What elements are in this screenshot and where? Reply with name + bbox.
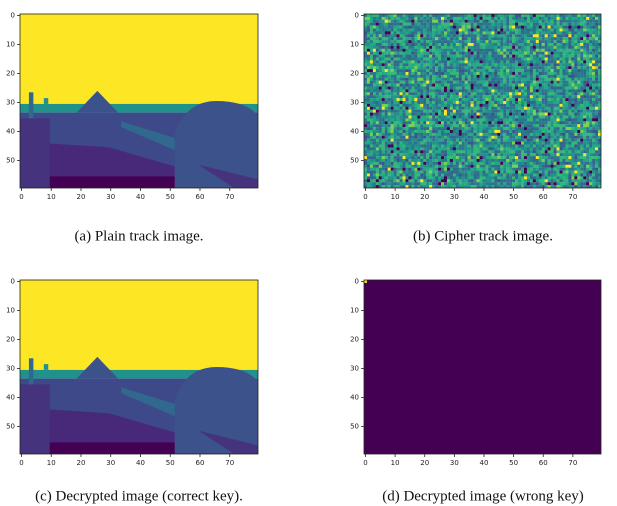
y-tick-label: 20	[6, 335, 15, 343]
panel: 0 10 20 30 40 50 60 70 0 10 20 30 40 50 (a) Plain trac…	[6, 11, 258, 244]
panel: 0 10 20 30 40 50 60 70 0 10 20 30 40 50 (d) Decrypted …	[350, 277, 601, 504]
y-tick-label: 40	[350, 393, 359, 401]
x-tick-label: 70	[568, 459, 577, 467]
caption: (a) Plain track image.	[74, 228, 203, 244]
y-tick-label: 40	[6, 393, 15, 401]
image	[20, 14, 258, 188]
x-tick-label: 40	[136, 193, 145, 201]
caption: (c) Decrypted image (correct key).	[35, 488, 243, 504]
x-tick-label: 70	[568, 193, 577, 201]
x-tick-label: 50	[166, 193, 175, 201]
y-tick-label: 10	[350, 40, 359, 48]
panel: 0 10 20 30 40 50 60 70 0 10 20 30 40 50 (c) Decrypted …	[6, 277, 258, 504]
y-tick-label: 40	[350, 127, 359, 135]
y-tick-label: 20	[350, 69, 359, 77]
x-tick-label: 30	[106, 193, 115, 201]
x-tick-label: 10	[47, 193, 56, 201]
x-tick-label: 20	[77, 193, 86, 201]
x-tick-label: 0	[19, 193, 23, 201]
y-tick-label: 30	[6, 98, 15, 106]
y-tick-label: 50	[350, 422, 359, 430]
x-tick-label: 20	[420, 193, 429, 201]
y-tick-label: 50	[350, 156, 359, 164]
x-tick-label: 0	[19, 459, 23, 467]
y-tick-label: 50	[6, 422, 15, 430]
panel: 0 10 20 30 40 50 60 70 0 10 20 30 40 50 (b) Cipher tra…	[350, 11, 601, 244]
x-tick-label: 50	[509, 193, 518, 201]
caption: (d) Decrypted image (wrong key)	[382, 488, 584, 504]
x-tick-label: 70	[225, 193, 234, 201]
y-tick-label: 30	[350, 98, 359, 106]
x-tick-label: 50	[166, 459, 175, 467]
x-tick-label: 0	[363, 193, 367, 201]
x-tick-label: 60	[196, 459, 205, 467]
x-tick-label: 40	[136, 459, 145, 467]
x-tick-label: 50	[509, 459, 518, 467]
y-tick-label: 10	[6, 306, 15, 314]
image	[364, 14, 601, 188]
y-tick-label: 30	[6, 364, 15, 372]
x-tick-label: 60	[196, 193, 205, 201]
y-tick-label: 20	[350, 335, 359, 343]
y-tick-label: 0	[355, 277, 359, 285]
y-tick-label: 40	[6, 127, 15, 135]
y-tick-label: 50	[6, 156, 15, 164]
y-tick-label: 10	[6, 40, 15, 48]
image	[364, 280, 601, 454]
x-tick-label: 60	[539, 193, 548, 201]
x-tick-label: 30	[450, 459, 459, 467]
y-tick-label: 0	[11, 11, 15, 19]
x-tick-label: 10	[47, 459, 56, 467]
x-tick-label: 0	[363, 459, 367, 467]
caption: (b) Cipher track image.	[413, 228, 553, 244]
y-tick-label: 30	[350, 364, 359, 372]
y-tick-label: 0	[11, 277, 15, 285]
x-tick-label: 40	[480, 459, 489, 467]
x-tick-label: 70	[225, 459, 234, 467]
y-tick-label: 20	[6, 69, 15, 77]
x-tick-label: 30	[106, 459, 115, 467]
x-tick-label: 30	[450, 193, 459, 201]
x-tick-label: 20	[420, 459, 429, 467]
x-tick-label: 20	[77, 459, 86, 467]
x-tick-label: 60	[539, 459, 548, 467]
y-tick-label: 10	[350, 306, 359, 314]
x-tick-label: 40	[480, 193, 489, 201]
y-tick-label: 0	[355, 11, 359, 19]
x-tick-label: 10	[391, 193, 400, 201]
figure: 0 10 20 30 40 50 60 70 0 10 20 30 40 50 (a) Plain trac…	[0, 0, 617, 506]
image	[20, 280, 258, 454]
x-tick-label: 10	[391, 459, 400, 467]
